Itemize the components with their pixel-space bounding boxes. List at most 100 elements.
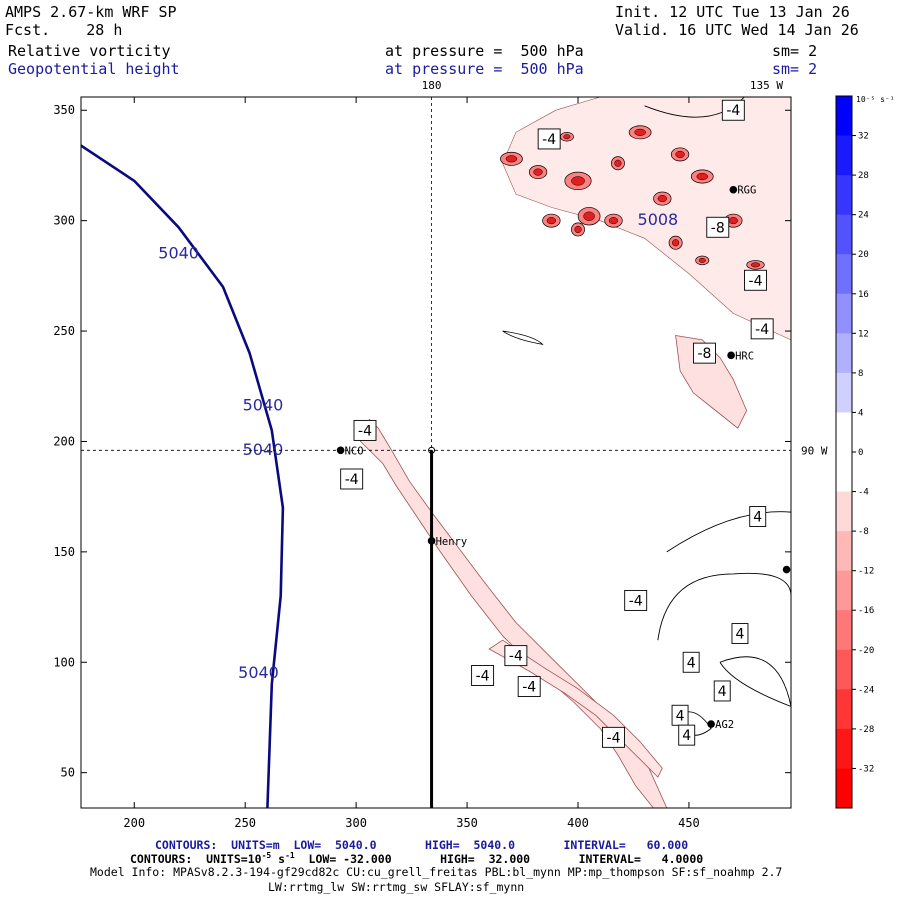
vorticity-label-box xyxy=(353,419,377,441)
field2-pressure: at pressure = 500 hPa xyxy=(385,60,584,78)
height-contour-5040 xyxy=(81,144,285,808)
vorticity-eddy-core xyxy=(614,159,622,167)
station-marker xyxy=(336,446,345,455)
colorbar-unit-label: 10⁻⁵ s⁻¹ xyxy=(856,95,895,104)
model-info-2: LW:rrtmg_lw SW:rrtmg_sw SFLAY:sf_mynn xyxy=(268,880,525,894)
vorticity-label: 4 xyxy=(687,655,696,671)
colorbar-cell xyxy=(836,610,852,651)
height-label: 5008 xyxy=(638,210,679,229)
vorticity-eddy-core xyxy=(728,217,738,225)
vorticity-label-box xyxy=(682,651,700,673)
y-tick-label: 350 xyxy=(53,103,75,117)
vorticity-label: -4 xyxy=(749,273,763,289)
vorticity-label-box xyxy=(678,724,696,746)
vorticity-eddy-core xyxy=(583,211,595,221)
vorticity-label: 4 xyxy=(753,510,762,526)
meridian-label-180: 180 xyxy=(422,79,442,92)
vorticity-label-box xyxy=(750,318,774,340)
vorticity-label: -4 xyxy=(522,680,536,696)
colorbar-cell xyxy=(836,333,852,374)
vorticity-label-box xyxy=(537,128,561,150)
colorbar-tick-label: 20 xyxy=(858,250,869,260)
vorticity-label: 4 xyxy=(718,684,727,700)
field2-smooth: sm= 2 xyxy=(772,60,818,78)
model-title: AMPS 2.67-km WRF SP xyxy=(5,3,177,21)
colorbar-cell xyxy=(836,689,852,730)
vorticity-label-box xyxy=(721,99,745,121)
vorticity-eddy-core xyxy=(563,134,571,140)
colorbar-tick-label: -20 xyxy=(858,646,874,656)
vorticity-eddy-core xyxy=(571,176,585,186)
vorticity-label: -8 xyxy=(697,346,711,362)
colorbar-cell xyxy=(836,412,852,453)
vorticity-eddy-core xyxy=(546,217,557,225)
colorbar-tick-label: 32 xyxy=(858,132,869,142)
vorticity-label: -4 xyxy=(476,669,490,685)
height-label: 5040 xyxy=(238,663,279,682)
colorbar-tick-label: 0 xyxy=(858,448,863,458)
vorticity-label-box xyxy=(713,680,731,702)
vorticity-label: -4 xyxy=(726,103,740,119)
colorbar-tick-label: -16 xyxy=(858,606,874,616)
height-label: 5040 xyxy=(158,243,199,262)
colorbar-tick-label: 28 xyxy=(858,171,869,181)
vorticity-eddy-core xyxy=(657,195,667,203)
station-label: HRC xyxy=(735,350,754,362)
colorbar-cell xyxy=(836,768,852,809)
vorticity-label-box xyxy=(602,726,625,748)
field2-name: Geopotential height xyxy=(8,60,180,78)
vorticity-label: -4 xyxy=(607,730,621,746)
station-label: RGG xyxy=(737,185,756,197)
y-tick-label: 50 xyxy=(61,766,75,780)
vorticity-eddy-core xyxy=(505,155,518,163)
vorticity-label-box xyxy=(744,269,767,291)
colorbar-tick-label: 4 xyxy=(858,408,863,418)
vorticity-label-box xyxy=(517,676,541,698)
colorbar-tick-label: 8 xyxy=(858,369,863,379)
station-marker xyxy=(729,185,738,194)
colorbar-cell xyxy=(836,214,852,255)
model-info: Model Info: MPASv8.2.3-194-gf29cd82c CU:… xyxy=(90,865,783,879)
vorticity-eddy-core xyxy=(672,239,680,247)
vorticity-eddy-core xyxy=(608,217,619,225)
field1-pressure: at pressure = 500 hPa xyxy=(385,42,584,60)
colorbar-tick-label: -12 xyxy=(858,567,874,577)
vorticity-label-box xyxy=(731,623,749,645)
colorbar-cell xyxy=(836,728,852,769)
vorticity-label-box xyxy=(706,216,730,238)
colorbar-tick-label: -32 xyxy=(858,764,874,774)
vorticity-label-box xyxy=(504,645,528,667)
vorticity-label: 4 xyxy=(736,627,745,643)
height-contour-info: CONTOURS: UNITS=m LOW= 5040.0 HIGH= 5040… xyxy=(155,838,689,852)
colorbar-cell xyxy=(836,452,852,493)
vorticity-patch xyxy=(502,97,791,341)
vorticity-label: -4 xyxy=(345,472,359,488)
vorticity-label: -4 xyxy=(358,423,372,439)
colorbar-cell xyxy=(836,96,852,137)
station-marker xyxy=(707,720,715,728)
vorticity-label: -8 xyxy=(711,220,725,236)
colorbar-tick-label: -8 xyxy=(858,527,869,537)
colorbar-tick-label: -4 xyxy=(858,488,869,498)
y-tick-label: 200 xyxy=(53,434,75,448)
station-marker xyxy=(782,565,791,574)
colorbar-tick-label: 16 xyxy=(858,290,869,300)
vorticity-contour-positive xyxy=(657,572,791,641)
vorticity-label: -4 xyxy=(755,322,769,338)
meridian-label-90w: 90 W xyxy=(801,444,828,457)
station-label: AG2 xyxy=(715,719,734,731)
colorbar-tick-label: -24 xyxy=(858,685,874,695)
vorticity-label-box xyxy=(340,468,364,490)
plot-area: 5040 5040 5040 5040 5008 -4 -4 -4 -4 -4 -4 -4 -4 -4 -4… xyxy=(81,97,791,808)
colorbar-cell xyxy=(836,531,852,572)
vorticity-label-box xyxy=(624,589,648,611)
vorticity-label: -4 xyxy=(509,649,523,665)
init-time: Init. 12 UTC Tue 13 Jan 26 xyxy=(615,3,850,21)
station-marker xyxy=(427,537,436,545)
crosshair-marker xyxy=(428,446,436,454)
station-label: Henry xyxy=(436,536,468,548)
meridian-label-135w: 135 W xyxy=(750,79,783,92)
x-tick-label: 300 xyxy=(345,816,367,830)
y-tick-label: 150 xyxy=(53,545,75,559)
y-tick-label: 250 xyxy=(53,324,75,338)
